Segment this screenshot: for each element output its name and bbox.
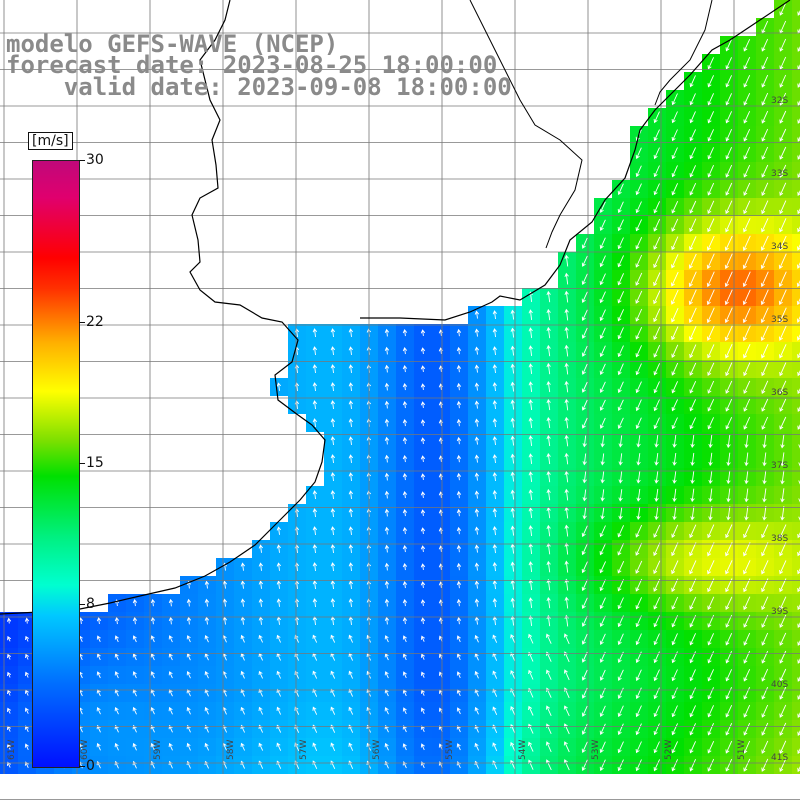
wind-arrows — [6, 2, 800, 773]
colorbar-tick-mark — [79, 766, 85, 767]
longitude-label: 61W — [7, 740, 17, 760]
longitude-label: 54W — [518, 740, 528, 760]
colorbar-tick-mark — [79, 321, 85, 323]
colorbar-tick-label: 30 — [86, 152, 104, 168]
longitude-label: 55W — [445, 740, 455, 760]
longitude-label: 57W — [299, 740, 309, 760]
lagoon-coast — [654, 0, 713, 106]
latitude-label: 33S — [771, 169, 788, 179]
latitude-label: 35S — [771, 315, 788, 325]
longitude-label: 51W — [737, 740, 747, 760]
colorbar-tick-label: 22 — [86, 313, 104, 330]
valid-date: valid date: 2023-09-08 18:00:00 — [6, 73, 512, 101]
longitude-label: 52W — [664, 740, 674, 760]
coastline-river-plate-north — [360, 0, 791, 321]
colorbar-tick-label: 15 — [86, 455, 104, 471]
latitude-label: 36S — [771, 388, 788, 398]
latitude-label: 32S — [771, 96, 788, 106]
colorbar-tick-label: 0 — [86, 758, 95, 774]
border-line — [469, 0, 583, 249]
model-title: modelo GEFS-WAVE (NCEP) — [6, 30, 339, 58]
coastline — [0, 0, 326, 615]
latitude-label: 34S — [771, 242, 788, 252]
longitude-label: 59W — [153, 740, 163, 760]
latitude-label: 41S — [771, 753, 788, 763]
longitude-label: 58W — [226, 740, 236, 760]
colorbar-tick-mark — [79, 604, 85, 606]
longitude-label: 60W — [80, 740, 90, 760]
colorbar — [32, 160, 80, 768]
longitude-label: 56W — [372, 740, 382, 760]
colorbar-tick-mark — [79, 160, 85, 161]
colorbar-tick-mark — [79, 463, 85, 464]
latitude-label: 39S — [771, 607, 788, 617]
latitude-label: 37S — [771, 461, 788, 471]
longitude-label: 53W — [591, 740, 601, 760]
latitude-label: 38S — [771, 534, 788, 544]
forecast-date: forecast date: 2023-08-25 18:00:00 — [6, 51, 498, 79]
colorbar-tick-label: 8 — [86, 596, 95, 613]
latitude-label: 40S — [771, 680, 788, 690]
colorbar-unit-label: [m/s] — [28, 132, 73, 150]
